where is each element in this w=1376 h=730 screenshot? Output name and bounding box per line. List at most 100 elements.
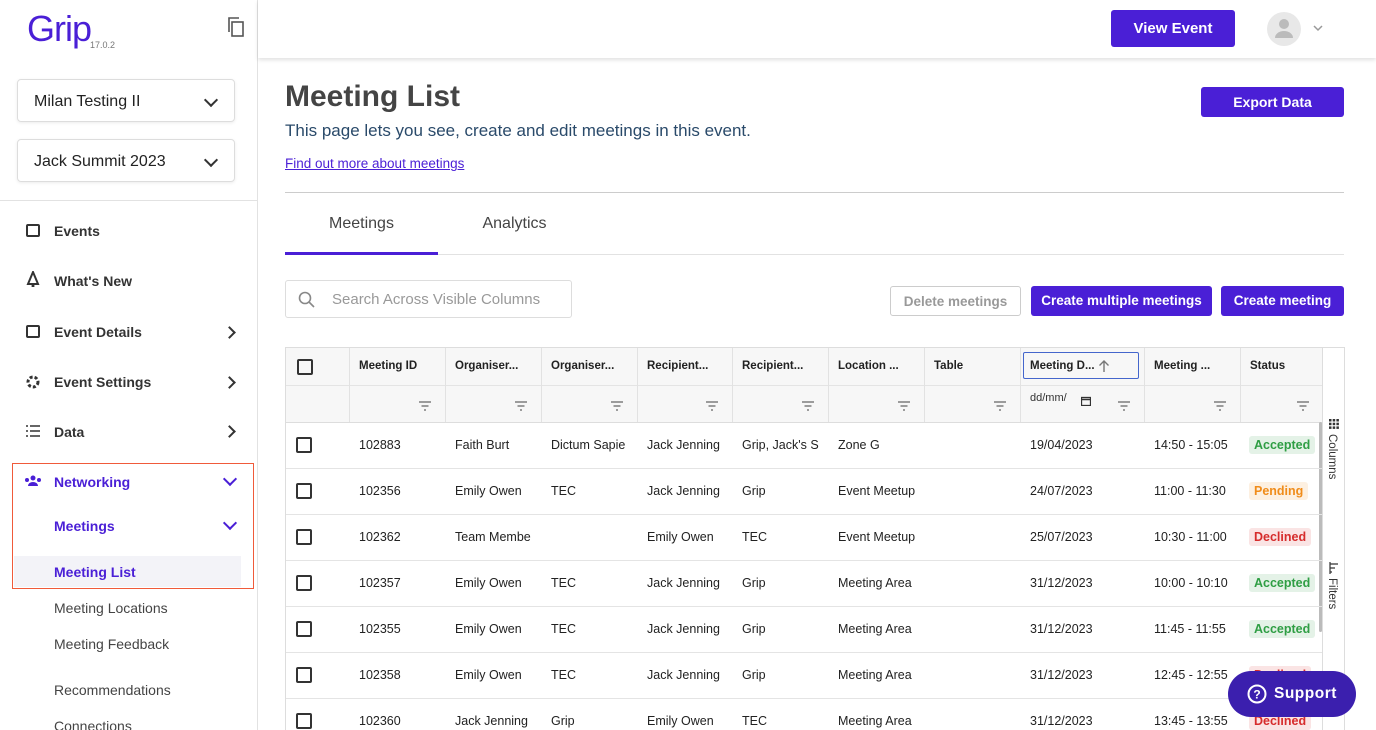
cell: 11:00 - 11:30 <box>1154 484 1236 498</box>
filter-icon[interactable] <box>1297 398 1309 408</box>
tab[interactable]: Meetings <box>285 215 438 233</box>
nav-item[interactable]: Data <box>54 424 84 440</box>
checkbox[interactable] <box>297 359 313 375</box>
checkbox[interactable] <box>296 575 312 591</box>
cell: 10:00 - 10:10 <box>1154 576 1236 590</box>
support-button[interactable]: ? Support <box>1228 671 1356 717</box>
cell: Team Membe <box>455 530 537 544</box>
filter-icon[interactable] <box>1214 398 1226 408</box>
filter-icon[interactable] <box>898 398 910 408</box>
cell: TEC <box>551 622 633 636</box>
nav-item[interactable]: Events <box>54 223 100 239</box>
filter-icon[interactable] <box>611 398 623 408</box>
cell: Jack Jenning <box>647 622 728 636</box>
date-filter[interactable]: dd/mm/ <box>1030 392 1067 404</box>
copy-icon[interactable] <box>226 16 246 38</box>
checkbox[interactable] <box>296 621 312 637</box>
view-event-button[interactable]: View Event <box>1111 10 1235 47</box>
cell: TEC <box>742 530 824 544</box>
event-select[interactable]: Jack Summit 2023 <box>17 139 235 182</box>
status-badge: Accepted <box>1249 620 1315 638</box>
filter-icon[interactable] <box>419 398 431 408</box>
cell: Emily Owen <box>455 576 537 590</box>
export-button[interactable]: Export Data <box>1201 87 1344 117</box>
cell: Emily Owen <box>455 622 537 636</box>
cell: 31/12/2023 <box>1030 714 1140 728</box>
filter-icon[interactable] <box>1118 398 1130 408</box>
nav-item[interactable]: Recommendations <box>54 682 171 698</box>
filter-icon[interactable] <box>802 398 814 408</box>
select-text: Jack Summit 2023 <box>34 153 166 170</box>
cell: 12:45 - 12:55 <box>1154 668 1236 682</box>
column-header[interactable]: Recipient... <box>742 360 803 372</box>
cell: 11:45 - 11:55 <box>1154 622 1236 636</box>
cell: 14:50 - 15:05 <box>1154 438 1236 452</box>
cell: Emily Owen <box>455 668 537 682</box>
nav-item[interactable]: Networking <box>54 474 130 490</box>
column-header[interactable]: Organiser... <box>455 360 518 372</box>
column-header[interactable]: Organiser... <box>551 360 614 372</box>
delete-button[interactable]: Delete meetings <box>890 286 1021 316</box>
nav-icon <box>26 224 40 237</box>
nav-item[interactable]: Connections <box>54 718 132 730</box>
checkbox[interactable] <box>296 713 312 729</box>
nav-item[interactable]: Meeting Feedback <box>54 636 169 652</box>
filter-icon[interactable] <box>706 398 718 408</box>
create-multiple-button[interactable]: Create multiple meetings <box>1031 286 1212 316</box>
org-select[interactable]: Milan Testing II <box>17 79 235 122</box>
page-description: This page lets you see, create and edit … <box>285 121 751 141</box>
nav-item[interactable]: Meeting Locations <box>54 600 168 616</box>
nav-item[interactable]: Event Settings <box>54 374 151 390</box>
cell: TEC <box>551 576 633 590</box>
nav-item[interactable]: What's New <box>54 273 132 289</box>
side-tab[interactable]: Filters <box>1326 578 1338 609</box>
cell: Meeting Area <box>838 576 920 590</box>
search-box[interactable]: Search Across Visible Columns <box>285 280 572 318</box>
scrollbar <box>1319 422 1322 632</box>
nav-item[interactable]: Meetings <box>54 518 115 534</box>
side-tab[interactable]: Columns <box>1326 434 1338 479</box>
svg-text:?: ? <box>1253 688 1260 702</box>
nav-item[interactable]: Meeting List <box>54 564 136 580</box>
column-divider <box>445 348 446 422</box>
sort-arrow <box>1098 359 1110 373</box>
cell: Faith Burt <box>455 438 537 452</box>
cell: Event Meetup <box>838 484 920 498</box>
checkbox[interactable] <box>296 667 312 683</box>
nav-item[interactable]: Event Details <box>54 324 142 340</box>
column-header[interactable]: Recipient... <box>647 360 708 372</box>
row-divider <box>286 652 1322 653</box>
column-header[interactable]: Meeting ID <box>359 360 417 372</box>
filter-icon[interactable] <box>994 398 1006 408</box>
column-header[interactable]: Status <box>1250 360 1285 372</box>
cell: 102356 <box>359 484 441 498</box>
filters-icon <box>1329 561 1339 573</box>
cell: 102358 <box>359 668 441 682</box>
create-button[interactable]: Create meeting <box>1221 286 1344 316</box>
checkbox[interactable] <box>296 483 312 499</box>
sidebar: Grip 17.0.2 Milan Testing II Jack Summit… <box>0 0 258 730</box>
avatar-menu[interactable] <box>1267 11 1327 47</box>
checkbox[interactable] <box>296 529 312 545</box>
column-divider <box>349 348 350 422</box>
cell: 13:45 - 13:55 <box>1154 714 1236 728</box>
cell: Jack Jenning <box>647 438 728 452</box>
row-divider <box>286 698 1322 699</box>
cell: 31/12/2023 <box>1030 576 1140 590</box>
tab[interactable]: Analytics <box>438 215 591 233</box>
column-divider <box>828 348 829 422</box>
help-link[interactable]: Find out more about meetings <box>285 156 464 171</box>
meeting-table: Meeting ID Organiser... Organiser... Recipi… <box>285 347 1345 730</box>
column-header[interactable]: Meeting ... <box>1154 360 1210 372</box>
checkbox[interactable] <box>296 437 312 453</box>
column-divider <box>637 348 638 422</box>
cell: 102357 <box>359 576 441 590</box>
nav-icon <box>26 325 40 338</box>
nav-icon <box>25 271 41 287</box>
column-header[interactable]: Table <box>934 360 963 372</box>
filter-icon[interactable] <box>515 398 527 408</box>
cell: Grip <box>742 622 824 636</box>
column-header[interactable]: Location ... <box>838 360 899 372</box>
select-text: Milan Testing II <box>34 93 140 110</box>
